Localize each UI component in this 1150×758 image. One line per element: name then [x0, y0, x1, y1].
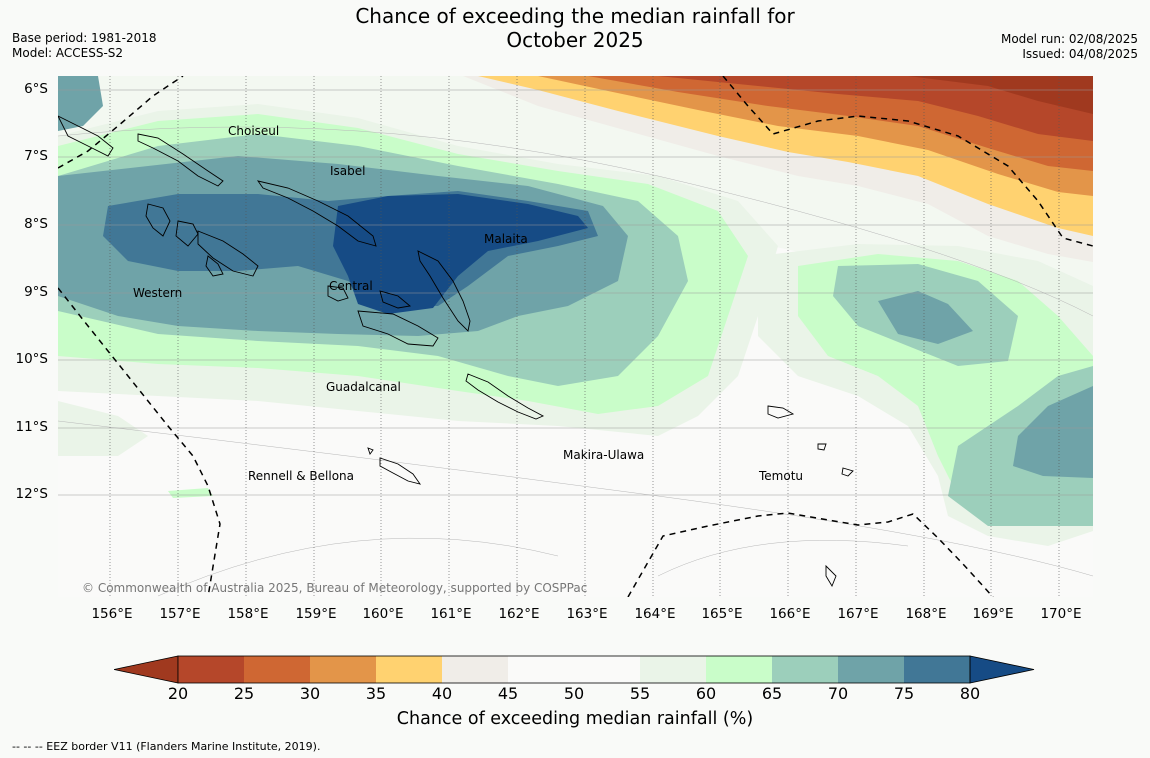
eez-footnote: -- -- -- EEZ border V11 (Flanders Marine… [12, 740, 321, 753]
x-tick-167: 167°E [837, 606, 879, 622]
anuta-island [825, 564, 837, 588]
y-tick-11s: 11°S [15, 419, 49, 435]
colorbar-tick-label: 40 [431, 684, 453, 703]
colorbar-tick-label: 75 [893, 684, 915, 703]
new-georgia-island [197, 230, 259, 277]
colorbar-cell [706, 656, 772, 683]
colorbar-tick-label: 30 [299, 684, 321, 703]
meta-right: Model run: 02/08/2025 Issued: 04/08/2025 [1001, 32, 1138, 62]
colorbar-cell [574, 656, 640, 683]
copyright-text: © Commonwealth of Australia 2025, Bureau… [82, 581, 587, 595]
region-label-rennell-bellona: Rennell & Bellona [248, 469, 354, 483]
region-label-guadalcanal: Guadalcanal [326, 380, 401, 394]
latitude-lines [58, 89, 1093, 496]
x-tick-170: 170°E [1040, 606, 1082, 622]
choiseul-island [137, 133, 224, 187]
colorbar [114, 655, 1035, 684]
region-label-temotu: Temotu [758, 469, 803, 483]
x-tick-161: 161°E [430, 606, 472, 622]
region-label-malaita: Malaita [484, 232, 528, 246]
utupua-island [841, 467, 854, 477]
bellona-island [367, 447, 374, 455]
santa-cruz-island [767, 405, 795, 419]
russell-islands [379, 290, 412, 309]
colorbar-cell [838, 656, 904, 683]
contour-fill-layer [58, 76, 1093, 597]
colorbar-tick-label: 55 [629, 684, 651, 703]
colorbar-extend-high [969, 655, 1035, 684]
malaita-island [417, 250, 471, 332]
colorbar-cell [244, 656, 310, 683]
y-tick-12s: 12°S [15, 486, 49, 502]
coastlines [58, 115, 854, 588]
rennell-island [379, 457, 422, 485]
colorbar-tick-label: 80 [959, 684, 981, 703]
region-label-makira-ulawa: Makira-Ulawa [563, 448, 644, 462]
x-tick-162: 162°E [498, 606, 540, 622]
contour-lines [58, 126, 1093, 597]
x-tick-159: 159°E [295, 606, 337, 622]
colorbar-label: Chance of exceeding median rainfall (%) [396, 709, 754, 729]
colorbar-tick-label: 35 [365, 684, 387, 703]
x-tick-163: 163°E [566, 606, 608, 622]
vella-lavella-island [145, 203, 171, 237]
region-label-western: Western [133, 286, 182, 300]
x-tick-160: 160°E [362, 606, 404, 622]
region-label-choiseul: Choiseul [228, 124, 279, 138]
x-tick-164: 164°E [634, 606, 676, 622]
colorbar-cell [442, 656, 508, 683]
x-tick-168: 168°E [905, 606, 947, 622]
colorbar-tick-label: 70 [827, 684, 849, 703]
colorbar-tick-label: 65 [761, 684, 783, 703]
makira-island [465, 373, 545, 420]
isabel-island [256, 180, 377, 247]
colorbar-tick-label: 20 [167, 684, 189, 703]
colorbar-tick-label: 60 [695, 684, 717, 703]
y-tick-8s: 8°S [24, 216, 48, 232]
meta-left: Base period: 1981-2018 Model: ACCESS-S2 [12, 31, 157, 61]
colorbar-cell [376, 656, 442, 683]
colorbar-cell [772, 656, 838, 683]
guadalcanal-island [357, 310, 439, 347]
y-tick-7s: 7°S [24, 148, 48, 164]
florida-islands [327, 285, 349, 302]
base-period-text: Base period: 1981-2018 [12, 31, 157, 45]
bougainville-island [58, 115, 114, 157]
issued-text: Issued: 04/08/2025 [1022, 47, 1138, 61]
colorbar-cells [114, 655, 1035, 684]
colorbar-cell [508, 656, 574, 683]
y-tick-6s: 6°S [24, 81, 48, 97]
x-tick-169: 169°E [972, 606, 1014, 622]
colorbar-tick-label: 45 [497, 684, 519, 703]
x-tick-166: 166°E [769, 606, 811, 622]
x-tick-158: 158°E [227, 606, 269, 622]
rainfall-map: Choiseul Isabel Malaita Western Central … [58, 76, 1093, 597]
x-tick-165: 165°E [701, 606, 743, 622]
model-text: Model: ACCESS-S2 [12, 46, 124, 60]
x-tick-157: 157°E [159, 606, 201, 622]
x-tick-156: 156°E [91, 606, 133, 622]
vanikoro-island [817, 443, 827, 451]
map-title: Chance of exceeding the median rainfall … [0, 4, 1150, 52]
colorbar-cell [178, 656, 244, 683]
colorbar-tick-label: 50 [563, 684, 585, 703]
rendova-island [205, 255, 224, 277]
region-label-isabel: Isabel [330, 164, 365, 178]
model-run-text: Model run: 02/08/2025 [1000, 32, 1138, 46]
colorbar-cell [640, 656, 706, 683]
eez-border [58, 76, 1093, 597]
region-label-central: Central [329, 279, 373, 293]
colorbar-cell [310, 656, 376, 683]
title-line-2: October 2025 [506, 28, 644, 52]
kolombangara-island [175, 220, 199, 247]
title-line-1: Chance of exceeding the median rainfall … [355, 4, 795, 28]
colorbar-cell [904, 656, 970, 683]
colorbar-tick-label: 25 [233, 684, 255, 703]
region-labels: Choiseul Isabel Malaita Western Central … [133, 124, 803, 483]
colorbar-outline [177, 655, 971, 684]
colorbar-extend-low [114, 655, 179, 684]
y-tick-10s: 10°S [15, 351, 49, 367]
y-tick-9s: 9°S [24, 284, 48, 300]
